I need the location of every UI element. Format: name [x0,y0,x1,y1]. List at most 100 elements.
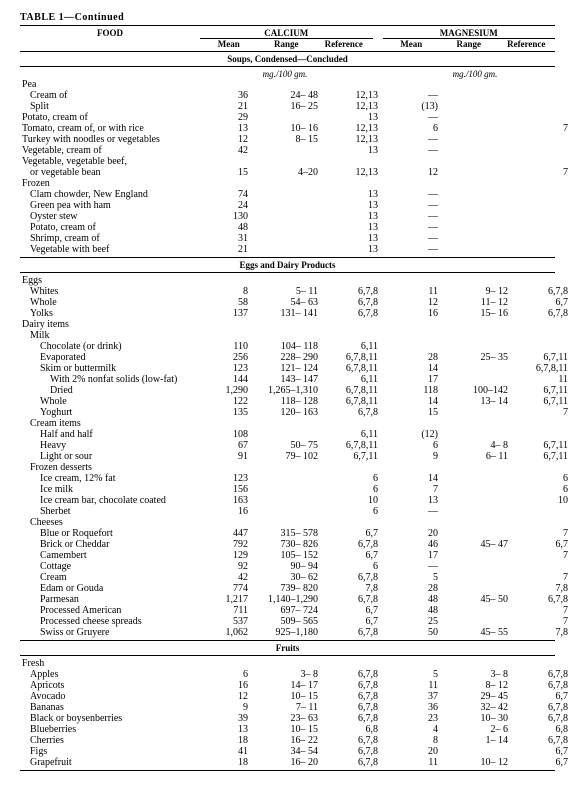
data-table: Eggs Whites 8 5– 11 6,7,8 11 9– 12 6,7,8… [20,275,570,638]
ca-ref: 7,8 [320,583,380,594]
food-name: Vegetable with beef [20,244,200,255]
mg-mean: 17 [390,550,440,561]
table-row: Milk [20,330,570,341]
mg-mean: 28 [390,352,440,363]
mg-mean-header: Mean [383,39,441,50]
table-row: Cottage 92 90– 94 6 — [20,561,570,572]
mg-ref: 6,7,8 [510,669,570,680]
ca-mean [200,418,250,429]
mg-mean: 28 [390,583,440,594]
food-name: Edam or Gouda [20,583,200,594]
table-row: Whole 58 54– 63 6,7,8 12 11– 12 6,7 [20,297,570,308]
ca-ref [320,178,380,189]
ca-ref: 13 [320,189,380,200]
table-row: Potato, cream of 29 13 — [20,112,570,123]
ca-ref: 6,7,8,11 [320,385,380,396]
ca-ref: 6,7,8 [320,702,380,713]
mg-range: 45– 55 [440,627,510,638]
food-name: Vegetable, vegetable beef, [20,156,200,167]
food-name: With 2% nonfat solids (low-fat) [20,374,200,385]
ca-range: 730– 826 [250,539,320,550]
sections-container: Soups, Condensed—Concludedmg./100 gm.mg.… [20,51,555,768]
food-name: Ice cream, 12% fat [20,473,200,484]
food-name: Potato, cream of [20,222,200,233]
ca-range: 228– 290 [250,352,320,363]
mg-range: 8– 12 [440,680,510,691]
food-name: Processed American [20,605,200,616]
food-name: Skim or buttermilk [20,363,200,374]
ca-mean: 711 [200,605,250,616]
food-name: Whole [20,297,200,308]
mg-range [440,374,510,385]
mg-mean: 16 [390,308,440,319]
table-row: Ice cream bar, chocolate coated 163 10 1… [20,495,570,506]
mg-range [440,495,510,506]
ca-mean [200,517,250,528]
table-row: Clam chowder, New England 74 13 — [20,189,570,200]
mg-mean [390,418,440,429]
ca-range: 120– 163 [250,407,320,418]
ca-ref: 6,7,8 [320,713,380,724]
ca-range: 10– 15 [250,691,320,702]
table-row: Frozen [20,178,570,189]
food-name: Cream [20,572,200,583]
ca-ref: 6 [320,506,380,517]
ca-mean: 1,217 [200,594,250,605]
mg-mean: 20 [390,528,440,539]
table-row: Swiss or Gruyere 1,062 925–1,180 6,7,8 5… [20,627,570,638]
mg-ref: 11 [510,374,570,385]
mg-ref: 7 [510,167,570,178]
food-name: Frozen [20,178,200,189]
mg-mean: 118 [390,385,440,396]
mg-range: 6– 11 [440,451,510,462]
mg-ref: 6,7 [510,539,570,550]
mg-range [440,429,510,440]
mg-ref: 7 [510,528,570,539]
food-name: or vegetable bean [20,167,200,178]
mg-ref: 7 [510,123,570,134]
table-row: Vegetable, cream of 42 13 — [20,145,570,156]
mg-ref [510,319,570,330]
mg-ref: 6,7,11 [510,440,570,451]
food-name: Cottage [20,561,200,572]
table-row: Vegetable with beef 21 13 — [20,244,570,255]
ca-mean: 24 [200,200,250,211]
mg-ref: 6,7 [510,746,570,757]
ca-mean: 110 [200,341,250,352]
table-row: Yoghurt 135 120– 163 6,7,8 15 7 [20,407,570,418]
data-table: Fresh Apples 6 3– 8 6,7,8 5 3– 8 6,7,8 A… [20,658,570,768]
ca-mean: 92 [200,561,250,572]
ca-mean: 135 [200,407,250,418]
ca-range: 10– 15 [250,724,320,735]
ca-mean: 39 [200,713,250,724]
mg-range [440,156,510,167]
calcium-header: CALCIUM [200,28,373,39]
mg-ref [510,233,570,244]
ca-ref: 12,13 [320,134,380,145]
ca-mean: 31 [200,233,250,244]
food-name: Tomato, cream of, or with rice [20,123,200,134]
mg-range [440,145,510,156]
food-name: Cream items [20,418,200,429]
mg-mean: 48 [390,605,440,616]
ca-range: 3– 8 [250,669,320,680]
ca-range: 23– 63 [250,713,320,724]
food-name: Half and half [20,429,200,440]
table-row: Sherbet 16 6 — [20,506,570,517]
mg-range [440,275,510,286]
mg-ref [510,275,570,286]
ca-ref: 12,13 [320,167,380,178]
mg-range: 10– 12 [440,757,510,768]
mg-mean: — [390,506,440,517]
mg-mean: 11 [390,680,440,691]
ca-ref: 12,13 [320,123,380,134]
ca-range: 697– 724 [250,605,320,616]
mg-mean: — [390,134,440,145]
ca-range: 4–20 [250,167,320,178]
ca-mean: 42 [200,145,250,156]
food-name: Parmesan [20,594,200,605]
food-name: Yolks [20,308,200,319]
ca-ref: 6,7,8 [320,691,380,702]
food-name: Black or boysenberries [20,713,200,724]
mg-mean: 20 [390,746,440,757]
